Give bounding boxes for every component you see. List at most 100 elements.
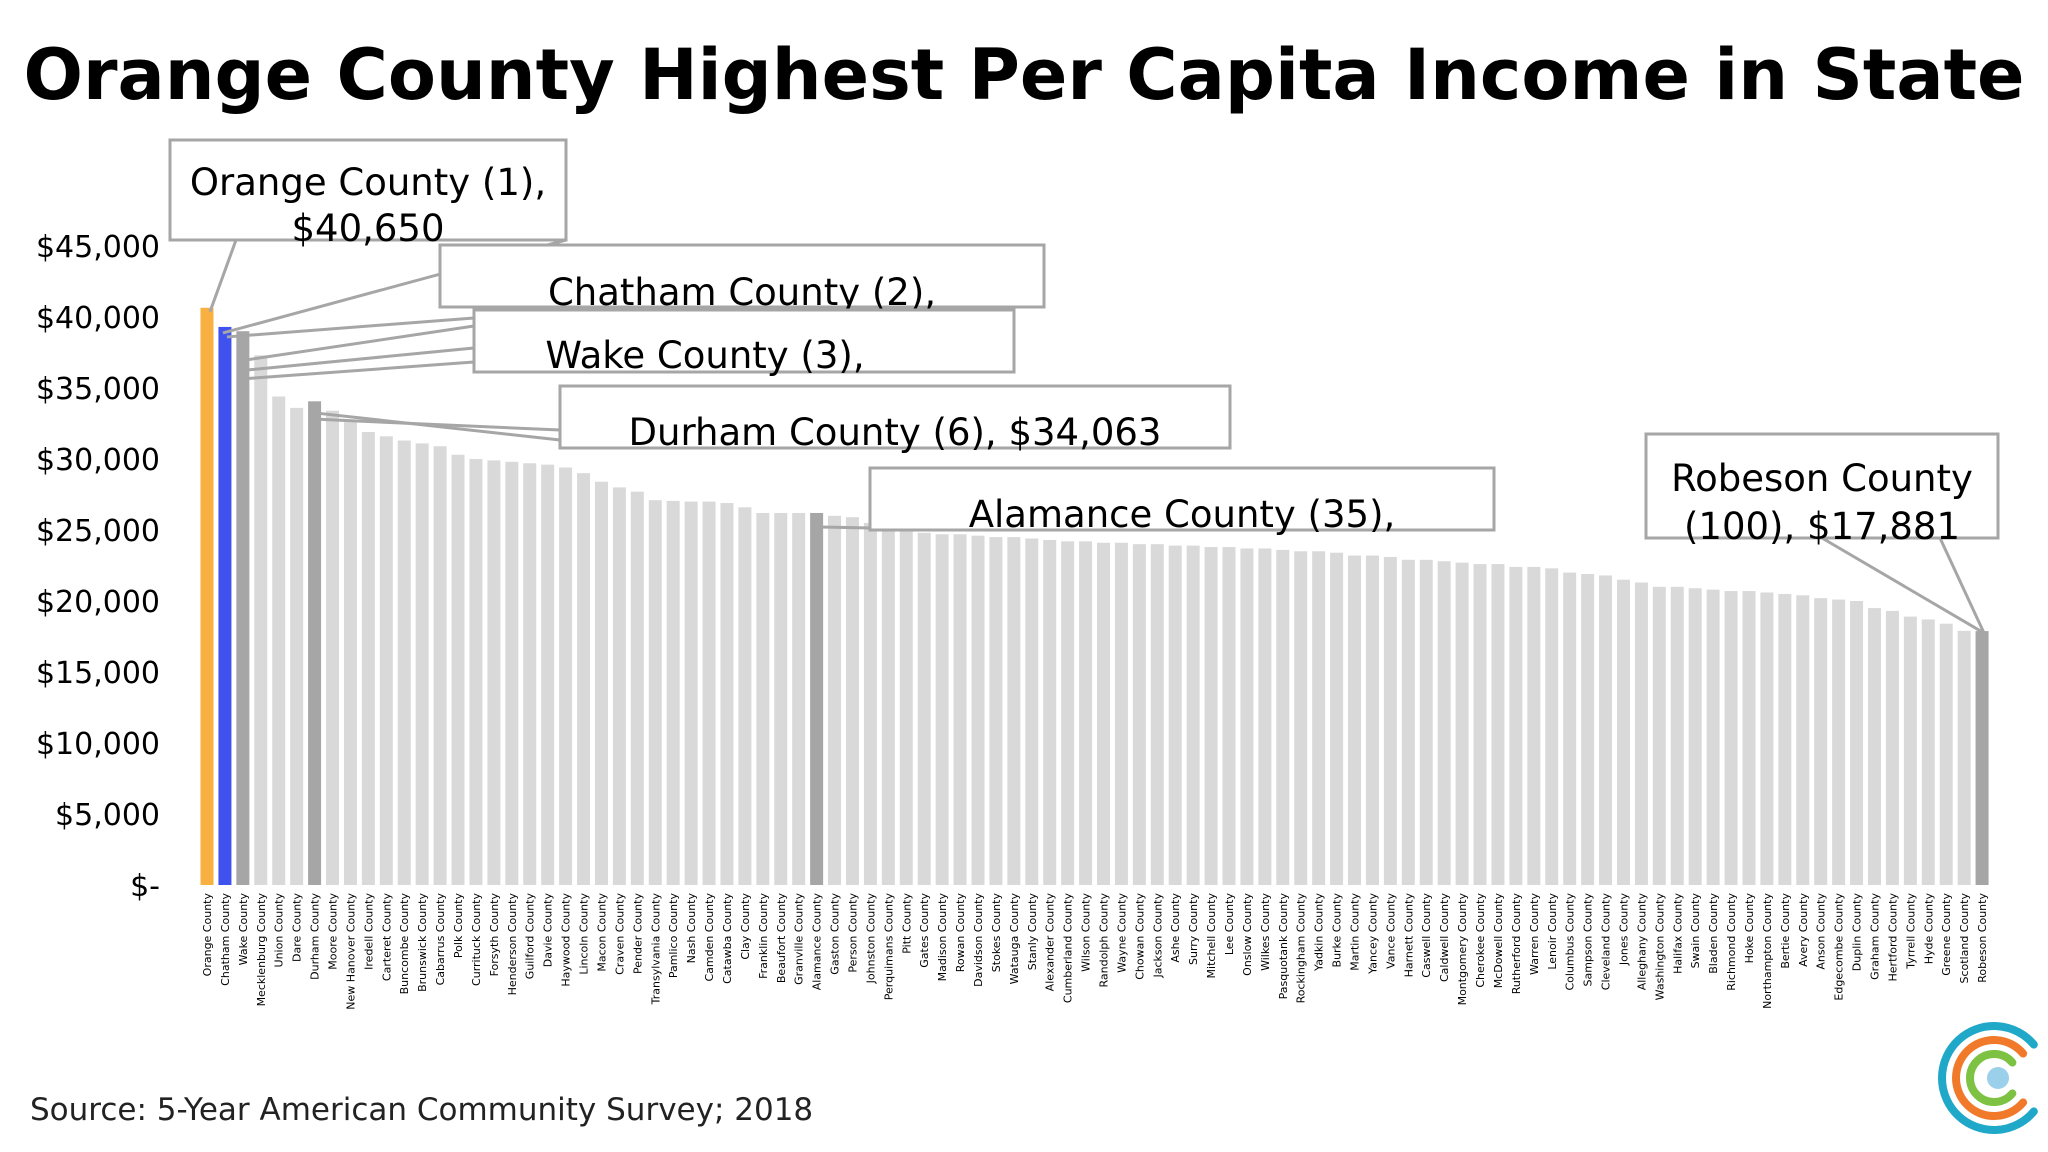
bar xyxy=(379,436,393,885)
bars xyxy=(200,307,1989,886)
x-tick-label: Madison County xyxy=(936,893,949,982)
bar xyxy=(1563,572,1577,885)
x-tick-label: Duplin County xyxy=(1851,893,1864,972)
x-tick-label: Columbus County xyxy=(1564,893,1577,991)
callout-leader-line xyxy=(1821,536,1985,635)
bar xyxy=(899,531,913,885)
x-tick-label: Mitchell County xyxy=(1205,893,1218,979)
callout-box xyxy=(868,466,1496,532)
y-tick-label: $25,000 xyxy=(36,514,160,549)
bar xyxy=(1850,601,1864,885)
x-tick-label: Orange County xyxy=(201,893,214,977)
logo-arc xyxy=(1938,1022,2038,1134)
x-tick-label: Buncombe County xyxy=(398,893,411,995)
callout-label: Chatham County (2), xyxy=(548,271,936,314)
x-tick-label: Cleveland County xyxy=(1600,893,1613,991)
bar xyxy=(738,507,752,885)
bar xyxy=(989,537,1003,885)
callout-leader-line xyxy=(236,346,475,373)
x-tick-label: Harnett County xyxy=(1402,893,1415,978)
x-tick-label: Lincoln County xyxy=(578,893,591,975)
x-tick-label: McDowell County xyxy=(1492,893,1505,989)
bar xyxy=(1903,616,1917,885)
bar xyxy=(881,530,895,885)
x-tick-label: Warren County xyxy=(1528,893,1541,975)
bar xyxy=(290,407,304,885)
x-tick-label: Brunswick County xyxy=(416,893,429,992)
x-tick-label: Jones County xyxy=(1617,893,1630,967)
x-tick-label: Currituck County xyxy=(470,893,483,986)
bar xyxy=(666,500,680,885)
callout-box xyxy=(1644,432,2000,540)
bar xyxy=(756,512,770,885)
x-tick-label: Graham County xyxy=(1868,893,1881,980)
x-axis-labels: Orange County Chatham County Wake County Me… xyxy=(201,893,1989,1010)
y-tick-label: $35,000 xyxy=(36,372,160,407)
bar xyxy=(1832,599,1846,885)
x-tick-label: Guilford County xyxy=(524,893,537,980)
x-tick-label: Scotland County xyxy=(1958,893,1971,984)
x-tick-label: Union County xyxy=(273,893,286,968)
x-tick-label: Forsyth County xyxy=(488,893,501,977)
bar xyxy=(1365,555,1379,885)
bar xyxy=(1330,552,1344,885)
x-tick-label: Davidson County xyxy=(972,893,985,987)
bar xyxy=(971,535,985,885)
bar xyxy=(1491,564,1505,885)
y-tick-label: $45,000 xyxy=(36,230,160,265)
x-tick-label: Caldwell County xyxy=(1438,893,1451,983)
bar xyxy=(1688,588,1702,885)
callout-box xyxy=(472,308,1016,374)
x-tick-label: Mecklenburg County xyxy=(255,893,268,1007)
bar xyxy=(1150,544,1164,885)
bar xyxy=(953,534,967,885)
bar xyxy=(684,501,698,885)
bar xyxy=(272,396,286,885)
x-tick-label: Nash County xyxy=(685,893,698,964)
bar xyxy=(343,422,357,885)
x-tick-label: Moore County xyxy=(327,893,340,970)
bar xyxy=(1401,559,1415,885)
callout-label: Wake County (3), xyxy=(545,334,864,377)
bar xyxy=(1599,575,1613,885)
bar xyxy=(1383,556,1397,885)
x-tick-label: Jackson County xyxy=(1151,893,1164,979)
x-tick-label: Davie County xyxy=(542,893,555,968)
x-tick-label: Lee County xyxy=(1223,893,1236,956)
callout-box xyxy=(558,384,1232,450)
bar xyxy=(200,307,214,885)
bar xyxy=(1043,539,1057,885)
x-tick-label: Craven County xyxy=(613,893,626,975)
bar xyxy=(577,473,591,885)
x-tick-label: Pender County xyxy=(631,893,644,974)
x-tick-label: Wake County xyxy=(237,893,250,966)
callout-leader-line xyxy=(226,316,475,339)
x-tick-label: Swain County xyxy=(1689,893,1702,969)
bar xyxy=(1634,582,1648,885)
bar xyxy=(1581,574,1595,885)
x-tick-label: Macon County xyxy=(595,893,608,972)
callout-label: Robeson County xyxy=(1671,457,1973,500)
logo-arc xyxy=(1966,1050,2017,1106)
x-tick-label: Halifax County xyxy=(1671,893,1684,974)
bar xyxy=(1025,538,1039,885)
x-tick-label: Cumberland County xyxy=(1062,893,1075,1004)
bar xyxy=(308,401,322,885)
callout-label: $40,650 xyxy=(291,207,444,250)
x-tick-label: Carteret County xyxy=(380,893,393,982)
x-tick-label: Alamance County xyxy=(811,893,824,991)
bar xyxy=(541,464,555,885)
bar xyxy=(1527,566,1541,885)
bar xyxy=(935,534,949,885)
x-tick-label: Caswell County xyxy=(1420,893,1433,978)
bar xyxy=(1222,547,1236,885)
callout-label: Alamance County (35), xyxy=(969,493,1396,536)
bar xyxy=(1706,589,1720,885)
bar xyxy=(1114,542,1128,885)
bar xyxy=(1419,559,1433,885)
bar xyxy=(397,440,411,885)
x-tick-label: Pasquotank County xyxy=(1277,893,1290,1000)
bar xyxy=(1473,564,1487,885)
bar xyxy=(1921,619,1935,885)
x-tick-label: Beaufort County xyxy=(775,893,788,984)
